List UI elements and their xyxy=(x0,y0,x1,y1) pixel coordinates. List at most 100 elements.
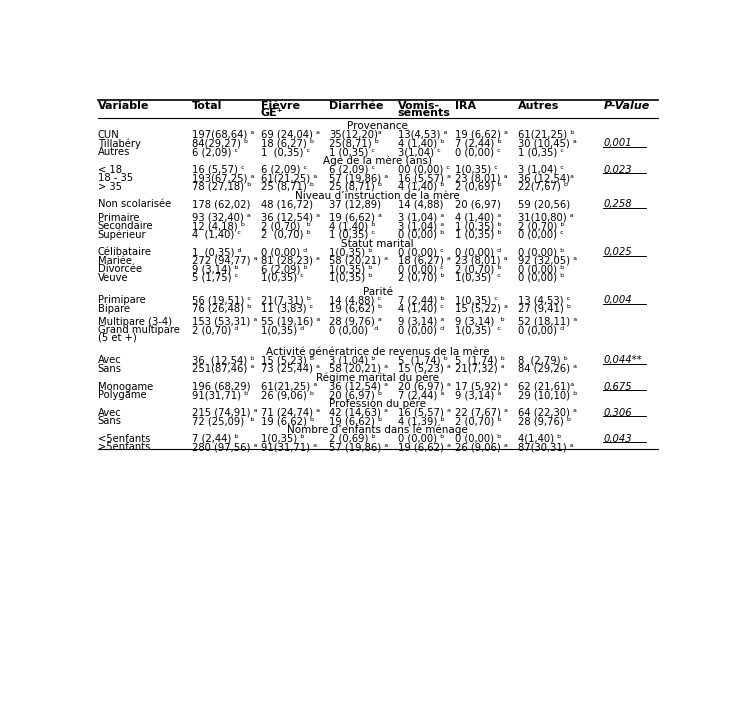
Text: 2 (0,70) ᵇ: 2 (0,70) ᵇ xyxy=(398,273,444,282)
Text: 36  (12,54) ᵇ: 36 (12,54) ᵇ xyxy=(192,356,255,366)
Text: 23 (8,01) ᵃ: 23 (8,01) ᵃ xyxy=(455,173,508,183)
Text: 7 (2,44) ᵇ: 7 (2,44) ᵇ xyxy=(455,138,502,148)
Text: 15 (5,23) ᵃ: 15 (5,23) ᵃ xyxy=(398,364,450,374)
Text: GE⁺: GE⁺ xyxy=(261,108,283,118)
Text: Autres: Autres xyxy=(98,147,130,157)
Text: 42 (14,63) ᵃ: 42 (14,63) ᵃ xyxy=(329,408,388,417)
Text: 4 (1,40) ᶜ: 4 (1,40) ᶜ xyxy=(398,303,444,313)
Text: 64 (22,30) ᵃ: 64 (22,30) ᵃ xyxy=(517,408,576,417)
Text: 3 (1,04) ᵃ: 3 (1,04) ᵃ xyxy=(398,221,444,231)
Text: 14 (4,88): 14 (4,88) xyxy=(398,199,443,209)
Text: 15 (5,23) ᵇ: 15 (5,23) ᵇ xyxy=(261,356,314,366)
Text: 57 (19,86) ᵃ: 57 (19,86) ᵃ xyxy=(329,442,388,452)
Text: 72 (25,09)  ᵇ: 72 (25,09) ᵇ xyxy=(192,416,255,426)
Text: 0 (0,00) ᵇ: 0 (0,00) ᵇ xyxy=(455,434,501,444)
Text: Niveau d’instruction de la mère: Niveau d’instruction de la mère xyxy=(296,191,460,201)
Text: 1  (0,35) ᶜ: 1 (0,35) ᶜ xyxy=(261,147,310,157)
Text: 57 (19,86) ᵃ: 57 (19,86) ᵃ xyxy=(329,173,388,183)
Text: 19 (6,62) ᵇ: 19 (6,62) ᵇ xyxy=(329,416,383,426)
Text: 12 (4,18) ᵇ: 12 (4,18) ᵇ xyxy=(192,221,245,231)
Text: 9 (3,14) ᵇ: 9 (3,14) ᵇ xyxy=(192,265,239,275)
Text: Fièvre: Fièvre xyxy=(261,101,300,111)
Text: Monogame: Monogame xyxy=(98,381,153,391)
Text: 61(21,25) ᵃ: 61(21,25) ᵃ xyxy=(261,173,317,183)
Text: 23 (8,01) ᵃ: 23 (8,01) ᵃ xyxy=(455,256,508,266)
Text: > 35: > 35 xyxy=(98,181,122,191)
Text: 1(0,35) ᵇ: 1(0,35) ᵇ xyxy=(329,247,373,257)
Text: 18 - 35: 18 - 35 xyxy=(98,173,133,183)
Text: 0 (0,00) ᶜ: 0 (0,00) ᶜ xyxy=(398,247,444,257)
Text: 1(0,35) ᵇ: 1(0,35) ᵇ xyxy=(329,273,373,282)
Text: Vomis-: Vomis- xyxy=(398,101,440,111)
Text: 37 (12,89): 37 (12,89) xyxy=(329,199,381,209)
Text: 0,001: 0,001 xyxy=(604,138,632,148)
Text: <5enfants: <5enfants xyxy=(98,434,150,444)
Text: 61(21,25) ᵇ: 61(21,25) ᵇ xyxy=(517,130,574,140)
Text: 1 (0,35) ᶜ: 1 (0,35) ᶜ xyxy=(329,147,375,157)
Text: Nombre d’enfants dans le ménage: Nombre d’enfants dans le ménage xyxy=(287,425,468,435)
Text: 0 (0,00) ᵈ: 0 (0,00) ᵈ xyxy=(398,326,444,336)
Text: 18 (6,27) ᵇ: 18 (6,27) ᵇ xyxy=(261,138,314,148)
Text: 93 (32,40) ᵃ: 93 (32,40) ᵃ xyxy=(192,212,251,222)
Text: 26 (9,06) ᵇ: 26 (9,06) ᵇ xyxy=(261,390,314,400)
Text: 2 (0,69) ᵇ: 2 (0,69) ᵇ xyxy=(329,434,376,444)
Text: 36 (12,54) ᵃ: 36 (12,54) ᵃ xyxy=(329,381,388,391)
Text: Primaire: Primaire xyxy=(98,212,139,222)
Text: 0,044**: 0,044** xyxy=(604,356,642,366)
Text: 84 (29,26) ᵃ: 84 (29,26) ᵃ xyxy=(517,364,577,374)
Text: 1  (0,35) ᵈ: 1 (0,35) ᵈ xyxy=(192,247,242,257)
Text: 1(0,35)  ᶜ: 1(0,35) ᶜ xyxy=(455,326,501,336)
Text: Profession du père: Profession du père xyxy=(329,399,426,409)
Text: 272 (94,77) ᵃ: 272 (94,77) ᵃ xyxy=(192,256,258,266)
Text: 0,025: 0,025 xyxy=(604,247,632,257)
Text: Primipare: Primipare xyxy=(98,295,146,305)
Text: 11 (3,83) ᶜ: 11 (3,83) ᶜ xyxy=(261,303,313,313)
Text: 1 (0,35) ᵇ: 1 (0,35) ᵇ xyxy=(455,221,502,231)
Text: CUN: CUN xyxy=(98,130,119,140)
Text: 0 (0,00) ᵈ: 0 (0,00) ᵈ xyxy=(455,247,501,257)
Text: 71 (24,74) ᵃ: 71 (24,74) ᵃ xyxy=(261,408,320,417)
Text: 58 (20,21) ᵃ: 58 (20,21) ᵃ xyxy=(329,256,388,266)
Text: 20 (6,97) ᵇ: 20 (6,97) ᵇ xyxy=(329,390,383,400)
Text: 2 (0,69) ᵇ: 2 (0,69) ᵇ xyxy=(455,181,502,191)
Text: 19 (6,62) ᵃ: 19 (6,62) ᵃ xyxy=(329,212,383,222)
Text: 0 (0,00) ᵇ: 0 (0,00) ᵇ xyxy=(517,247,564,257)
Text: Provenance: Provenance xyxy=(347,121,408,131)
Text: Activité génératrice de revenus de la mère: Activité génératrice de revenus de la mè… xyxy=(266,346,489,357)
Text: 9 (3,14) ᵃ: 9 (3,14) ᵃ xyxy=(455,390,501,400)
Text: 251(87,46) ᵃ: 251(87,46) ᵃ xyxy=(192,364,254,374)
Text: Sans: Sans xyxy=(98,364,122,374)
Text: 0 (0,00) ᵇ: 0 (0,00) ᵇ xyxy=(517,265,564,275)
Text: 6 (2,09) ᶜ: 6 (2,09) ᶜ xyxy=(192,147,238,157)
Text: 14 (4,88) ᶜ: 14 (4,88) ᶜ xyxy=(329,295,382,305)
Text: 0 (0,00) ᶜ: 0 (0,00) ᶜ xyxy=(455,147,500,157)
Text: 91(31,71) ᵇ: 91(31,71) ᵇ xyxy=(192,390,248,400)
Text: 178 (62,02): 178 (62,02) xyxy=(192,199,251,209)
Text: 19 (6,62) ᵃ: 19 (6,62) ᵃ xyxy=(455,130,508,140)
Text: 0 (0,00) ᶜ: 0 (0,00) ᶜ xyxy=(398,265,444,275)
Text: Supérieur: Supérieur xyxy=(98,229,147,240)
Text: 3 (1,04) ᵃ: 3 (1,04) ᵃ xyxy=(398,212,444,222)
Text: 0 (0,00) ᶜ: 0 (0,00) ᶜ xyxy=(517,229,564,239)
Text: 20 (6,97): 20 (6,97) xyxy=(455,199,500,209)
Text: 4 (1,40) ᵃ: 4 (1,40) ᵃ xyxy=(455,212,501,222)
Text: 2 (0,70) ᵈ: 2 (0,70) ᵈ xyxy=(192,326,239,336)
Text: 0,004: 0,004 xyxy=(604,295,632,305)
Text: Variable: Variable xyxy=(98,101,149,111)
Text: >5enfants: >5enfants xyxy=(98,442,150,452)
Text: Autres: Autres xyxy=(517,101,559,111)
Text: 91(31,71) ᵃ: 91(31,71) ᵃ xyxy=(261,442,317,452)
Text: 92 (32,05) ᵃ: 92 (32,05) ᵃ xyxy=(517,256,577,266)
Text: 6 (2,09) ᵇ: 6 (2,09) ᵇ xyxy=(261,265,307,275)
Text: 2 (0,70) ᵇ: 2 (0,70) ᵇ xyxy=(455,265,502,275)
Text: 21(7,32) ᵃ: 21(7,32) ᵃ xyxy=(455,364,505,374)
Text: Total: Total xyxy=(192,101,223,111)
Text: 36 (12,54)ᵃ: 36 (12,54)ᵃ xyxy=(517,173,573,183)
Text: IRA: IRA xyxy=(455,101,476,111)
Text: Parité: Parité xyxy=(363,287,393,297)
Text: 4 (1,40) ᵇ: 4 (1,40) ᵇ xyxy=(398,138,444,148)
Text: 21(7,31) ᵇ: 21(7,31) ᵇ xyxy=(261,295,311,305)
Text: Non scolarisée: Non scolarisée xyxy=(98,199,171,209)
Text: 84(29,27) ᵇ: 84(29,27) ᵇ xyxy=(192,138,248,148)
Text: 0 (0,00) ᵇ: 0 (0,00) ᵇ xyxy=(398,229,444,239)
